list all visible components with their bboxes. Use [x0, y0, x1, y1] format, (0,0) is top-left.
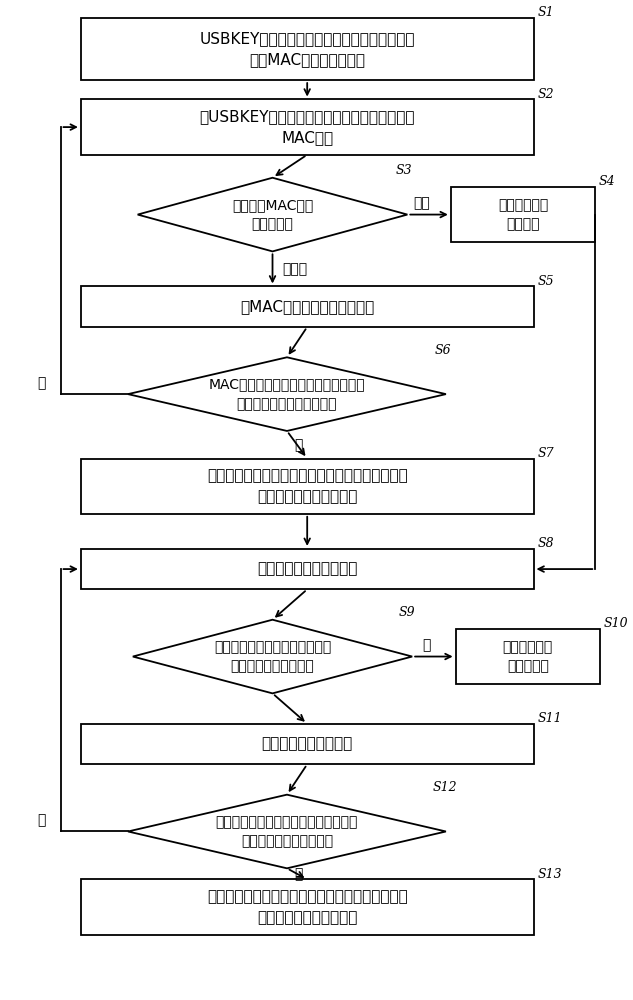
Text: 校验当前输入的用户口令与存储
的原用户口令是否相同: 校验当前输入的用户口令与存储 的原用户口令是否相同 — [214, 640, 331, 673]
Text: 主控芯片对存储器进行格式化处理，以删除存储器
中存储的系统文件与数据: 主控芯片对存储器进行格式化处理，以删除存储器 中存储的系统文件与数据 — [207, 889, 408, 925]
Bar — [81, 18, 534, 80]
Text: S1: S1 — [537, 6, 554, 19]
Text: 弹出用户口令
输入窗口: 弹出用户口令 输入窗口 — [498, 198, 548, 231]
Text: S10: S10 — [604, 617, 629, 630]
Text: S13: S13 — [537, 868, 562, 881]
Text: S5: S5 — [537, 275, 554, 288]
Text: 将USBKEY与当前电脑连接后，获取到当前电脑
MAC地址: 将USBKEY与当前电脑连接后，获取到当前电脑 MAC地址 — [199, 109, 415, 145]
Bar — [81, 286, 534, 327]
Text: 不匹配: 不匹配 — [282, 262, 307, 276]
Bar — [456, 629, 600, 684]
Text: S6: S6 — [434, 344, 451, 357]
Polygon shape — [137, 178, 408, 251]
Text: S11: S11 — [537, 712, 562, 725]
Bar — [81, 724, 534, 764]
Text: S8: S8 — [537, 537, 554, 550]
Bar — [451, 187, 595, 242]
Text: 是: 是 — [295, 438, 303, 452]
Text: 用户口令连续校验失败次数值是否达到
预设的连续校验失败次数: 用户口令连续校验失败次数值是否达到 预设的连续校验失败次数 — [216, 815, 358, 848]
Polygon shape — [128, 795, 446, 868]
Text: 主控芯片对存储器进行格式化处理，以删除存储器
中存储的系统文件与数据: 主控芯片对存储器进行格式化处理，以删除存储器 中存储的系统文件与数据 — [207, 468, 408, 504]
Text: 对MAC地址校验失败次数统计: 对MAC地址校验失败次数统计 — [240, 299, 374, 314]
Bar — [81, 549, 534, 589]
Text: MAC地址连续校验失败次数值是否达到
预设的连续校验失败次数值: MAC地址连续校验失败次数值是否达到 预设的连续校验失败次数值 — [209, 377, 365, 411]
Text: 匹配: 匹配 — [413, 196, 430, 210]
Text: S4: S4 — [599, 175, 616, 188]
Bar — [81, 99, 534, 155]
Text: 统计口令校验失败次数: 统计口令校验失败次数 — [261, 737, 353, 752]
Text: S3: S3 — [396, 164, 413, 177]
Text: 启动软件，进
行相关操作: 启动软件，进 行相关操作 — [503, 640, 553, 673]
Text: 是: 是 — [295, 867, 303, 881]
Bar — [81, 879, 534, 935]
Text: USBKEY在首次与电脑建立连接关系时，获取到
电脑MAC地址和用户账号: USBKEY在首次与电脑建立连接关系时，获取到 电脑MAC地址和用户账号 — [199, 31, 415, 67]
Text: 是: 是 — [422, 638, 430, 652]
Text: 否: 否 — [37, 376, 46, 390]
Text: 否: 否 — [37, 813, 46, 827]
Text: S2: S2 — [537, 88, 554, 101]
Text: S12: S12 — [432, 781, 457, 794]
Polygon shape — [133, 620, 412, 693]
Text: S9: S9 — [399, 606, 415, 619]
Polygon shape — [128, 357, 446, 431]
Text: S7: S7 — [537, 447, 554, 460]
Text: 校验两个MAC地址
是否相匹配: 校验两个MAC地址 是否相匹配 — [232, 198, 313, 231]
Bar — [81, 459, 534, 514]
Text: 获取当前输入的用户口令: 获取当前输入的用户口令 — [257, 562, 358, 577]
